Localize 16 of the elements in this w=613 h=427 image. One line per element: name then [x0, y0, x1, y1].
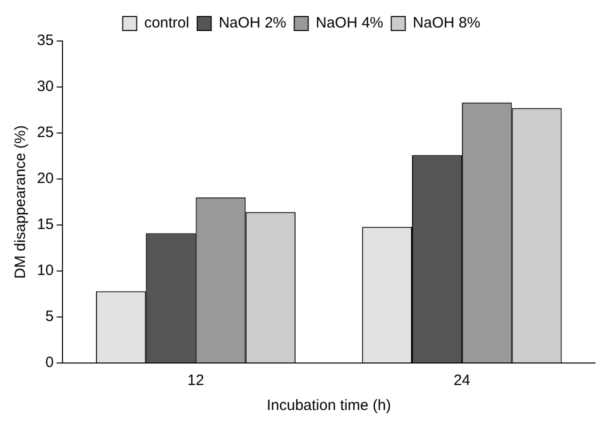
- legend-label: NaOH 8%: [412, 14, 480, 32]
- y-tick-label: 10: [36, 262, 54, 280]
- legend-label: control: [144, 14, 190, 32]
- x-tick-label: 24: [454, 372, 470, 390]
- y-tick-label: 25: [36, 124, 54, 142]
- legend-label: NaOH 2%: [218, 14, 286, 32]
- y-axis-title: DM disappearance (%): [12, 125, 30, 279]
- y-tick-label: 5: [45, 308, 54, 326]
- x-tick-label: 12: [187, 372, 204, 390]
- y-tick-label: 20: [36, 170, 54, 188]
- y-tick-label: 0: [45, 354, 54, 372]
- y-tick-label: 30: [36, 78, 54, 96]
- x-axis-title: Incubation time (h): [266, 397, 391, 414]
- y-tick-label: 35: [36, 32, 54, 50]
- legend-label: NaOH 4%: [316, 14, 384, 32]
- y-tick-label: 15: [36, 216, 54, 234]
